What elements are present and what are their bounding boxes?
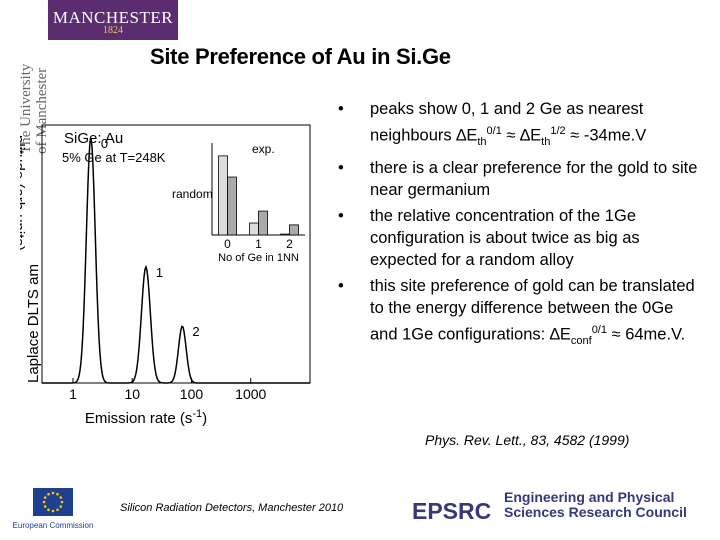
subscript: th: [477, 135, 487, 148]
logo-year: 1824: [103, 25, 123, 36]
inset-bar-chart: 0 1 2No of Ge in 1NN random exp.: [172, 142, 305, 264]
eu-stars-icon: [42, 491, 64, 513]
star-icon: [43, 505, 47, 508]
main-plot-frame: 1 10 100 1000: [41, 124, 311, 402]
inset-x-axis-label: No of Ge in 1NN: [218, 252, 299, 264]
star-icon: [56, 492, 59, 496]
plot-frame: [41, 124, 311, 384]
bullet-text: ≈ -34me.V: [565, 126, 647, 145]
y-axis-label: Laplace DLTS am: [25, 264, 42, 383]
subscript: conf: [570, 334, 592, 347]
peak-label: 2: [192, 324, 199, 339]
footer-text: Silicon Radiation Detectors, Manchester …: [120, 502, 344, 514]
logo-name: MANCHESTER: [52, 8, 174, 27]
bullet-item: this site preference of gold can be tran…: [338, 275, 700, 352]
svg-text:EPSRC: EPSRC: [412, 498, 491, 524]
inset-bar-exp: [289, 224, 299, 236]
peak-label: 0: [101, 136, 108, 151]
bullet-text: ≈ 64me.V.: [606, 325, 686, 344]
star-icon: [47, 508, 50, 512]
slide-title: Site Preference of Au in Si.Ge: [150, 44, 451, 69]
star-icon: [42, 500, 46, 504]
eu-commission-logo: European Commission: [13, 488, 94, 530]
bullet-item: the relative concentration of the 1Ge co…: [338, 205, 700, 271]
chart-title: SiGe: Au: [64, 130, 123, 147]
university-name-vertical: The University of Manchester: [18, 63, 50, 154]
inset-bar-random: [280, 233, 290, 236]
bullet-text: this site preference of gold can be tran…: [370, 276, 695, 344]
inset-bar-exp: [227, 176, 237, 236]
epsrc-logo: EPSRC Engineering and Physical Sciences …: [412, 490, 712, 530]
star-icon: [59, 505, 63, 508]
superscript: 0/1: [591, 323, 607, 336]
star-icon: [47, 492, 50, 496]
bullet-text: ≈ ∆E: [501, 126, 542, 145]
star-icon: [51, 509, 55, 513]
x-tick-label: 1: [69, 386, 77, 402]
inset-category-label: 0: [224, 237, 231, 251]
subscript: th: [541, 135, 551, 148]
star-icon: [56, 508, 59, 512]
bullet-item: peaks show 0, 1 and 2 Ge as nearest neig…: [338, 98, 700, 153]
inset-legend-exp: exp.: [252, 142, 275, 156]
inset-legend-random: random: [172, 187, 213, 201]
x-tick-label: 100: [180, 386, 204, 402]
bullet-text: peaks show 0, 1 and 2 Ge as nearest neig…: [370, 100, 644, 145]
eu-text: European Commission: [13, 521, 94, 530]
inset-category-label: 1: [255, 237, 262, 251]
x-tick-label: 10: [124, 386, 140, 402]
bullet-list: peaks show 0, 1 and 2 Ge as nearest neig…: [338, 98, 700, 356]
y-axis-label-continued: plitude (arb.units): [20, 135, 27, 251]
epsrc-full-name: Engineering and Physical Sciences Resear…: [504, 489, 687, 520]
superscript: 0/1: [486, 125, 502, 137]
citation: Phys. Rev. Lett., 83, 4582 (1999): [425, 432, 630, 448]
university-line-2: of Manchester: [34, 68, 50, 154]
inset-bar-random: [218, 155, 228, 236]
university-logo: MANCHESTER 1824: [48, 0, 178, 40]
x-tick-label: 1000: [235, 386, 266, 402]
star-icon: [51, 491, 55, 495]
chart-subtitle: 5% Ge at T=248K: [62, 150, 166, 165]
main-plot-labels: 0 1 2 SiGe: Au 5% Ge at T=248K Emission rate …: [20, 130, 207, 427]
inset-category-label: 2: [286, 237, 293, 251]
peak-label: 1: [156, 265, 163, 280]
epsrc-wordmark: EPSRC: [412, 498, 491, 524]
inset-bar-exp: [258, 210, 268, 236]
main-plot-curve: [42, 137, 310, 384]
star-icon: [60, 500, 64, 504]
university-line-1: The University: [18, 63, 34, 154]
superscript: 1/2: [550, 125, 566, 137]
star-icon: [59, 496, 63, 499]
x-axis-label: Emission rate (s-1): [85, 408, 207, 427]
bullet-item: there is a clear preference for the gold…: [338, 157, 700, 201]
star-icon: [43, 496, 47, 499]
dlts-spectrum-line: [42, 137, 310, 384]
inset-bar-random: [249, 222, 259, 236]
